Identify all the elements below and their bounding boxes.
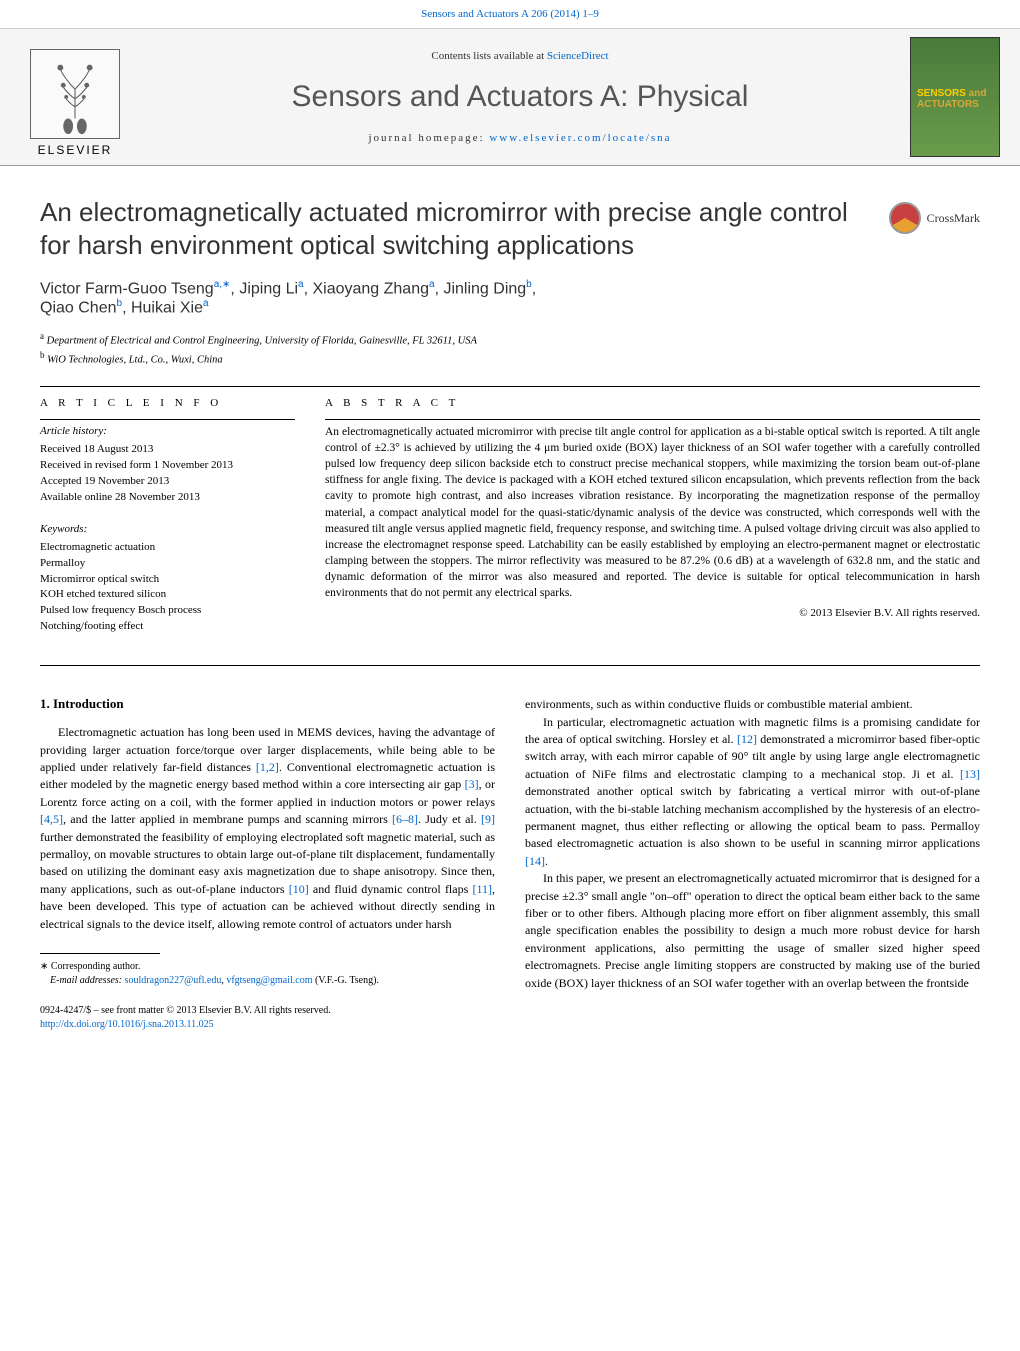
sciencedirect-link[interactable]: ScienceDirect (547, 50, 609, 62)
email-label: E-mail addresses: (50, 975, 125, 986)
crossmark-badge[interactable]: CrossMark (889, 202, 980, 234)
ref-9[interactable]: [9] (481, 812, 495, 826)
info-abstract-row: A R T I C L E I N F O Article history: R… (40, 397, 980, 647)
corr-author-label: ∗ Corresponding author. (40, 960, 495, 974)
keyword-5: Pulsed low frequency Bosch process (40, 603, 295, 619)
contents-line: Contents lists available at ScienceDirec… (130, 50, 910, 62)
doi-link[interactable]: http://dx.doi.org/10.1016/j.sna.2013.11.… (40, 1019, 214, 1030)
col2-body: environments, such as within conductive … (525, 696, 980, 992)
affiliation-b: b WiO Technologies, Ltd., Co., Wuxi, Chi… (40, 349, 980, 368)
ref-14[interactable]: [14] (525, 854, 545, 868)
header-band: ELSEVIER Contents lists available at Sci… (0, 29, 1020, 166)
divider-top (40, 386, 980, 387)
email-after: (V.F.-G. Tseng). (312, 975, 378, 986)
body-columns: 1. Introduction Electromagnetic actuatio… (40, 696, 980, 1032)
author-2: , Jiping Li (230, 280, 298, 297)
article-info: A R T I C L E I N F O Article history: R… (40, 397, 295, 647)
author-4: , Jinling Ding (435, 280, 527, 297)
p1-g: and fluid dynamic control flaps (309, 882, 473, 896)
intro-body: Electromagnetic actuation has long been … (40, 724, 495, 933)
cover-and: and (966, 88, 987, 99)
ref-3[interactable]: [3] (465, 777, 479, 791)
ref-6-8[interactable]: [6–8] (392, 812, 418, 826)
ref-13[interactable]: [13] (960, 767, 980, 781)
author-sep: , (532, 280, 536, 297)
homepage-prefix: journal homepage: (368, 132, 489, 144)
author-6: , Huikai Xie (122, 300, 203, 317)
main-content: An electromagnetically actuated micromir… (0, 166, 1020, 1072)
ref-12[interactable]: [12] (737, 732, 757, 746)
journal-cover-thumbnail: SENSORS and ACTUATORS (910, 37, 1000, 157)
received-date: Received 18 August 2013 (40, 442, 295, 458)
p1-d: , and the latter applied in membrane pum… (63, 812, 392, 826)
homepage-url-link[interactable]: www.elsevier.com/locate/sna (489, 132, 671, 144)
keyword-1: Electromagnetic actuation (40, 540, 295, 556)
email-2[interactable]: vfgtseng@gmail.com (226, 975, 312, 986)
column-right: environments, such as within conductive … (525, 696, 980, 1032)
keywords-block: Keywords: Electromagnetic actuation Perm… (40, 518, 295, 636)
authors: Victor Farm-Guoo Tsenga,∗, Jiping Li a , X… (40, 279, 980, 318)
accepted-date: Accepted 19 November 2013 (40, 474, 295, 490)
journal-title: Sensors and Actuators A: Physical (130, 80, 910, 114)
contents-prefix: Contents lists available at (431, 50, 546, 62)
cover-actuators: ACTUATORS (917, 99, 979, 110)
p2-c: demonstrated another optical switch by f… (525, 784, 980, 850)
col2-p1: environments, such as within conductive … (525, 696, 980, 713)
header-center: Contents lists available at ScienceDirec… (130, 50, 910, 144)
footnote-separator (40, 953, 160, 954)
aff-b-text: WiO Technologies, Ltd., Co., Wuxi, China (47, 354, 223, 365)
title-row: An electromagnetically actuated micromir… (40, 196, 980, 261)
email-line: E-mail addresses: souldragon227@ufl.edu,… (40, 974, 495, 988)
crossmark-icon (889, 202, 921, 234)
journal-issue-link[interactable]: Sensors and Actuators A 206 (2014) 1–9 (0, 0, 1020, 29)
divider-bottom (40, 665, 980, 666)
keyword-4: KOH etched textured silicon (40, 587, 295, 603)
keyword-3: Micromirror optical switch (40, 572, 295, 588)
keyword-6: Notching/footing effect (40, 619, 295, 635)
column-left: 1. Introduction Electromagnetic actuatio… (40, 696, 495, 1032)
author-1: Victor Farm-Guoo Tseng (40, 280, 214, 297)
ref-10[interactable]: [10] (289, 882, 309, 896)
aff-a-text: Department of Electrical and Control Eng… (47, 335, 477, 346)
author-3: , Xiaoyang Zhang (304, 280, 429, 297)
abstract-copyright: © 2013 Elsevier B.V. All rights reserved… (325, 607, 980, 619)
col2-p3: In this paper, we present an electromagn… (525, 870, 980, 992)
ref-1-2[interactable]: [1,2] (256, 760, 279, 774)
keywords-label: Keywords: (40, 522, 295, 538)
intro-heading: 1. Introduction (40, 696, 495, 712)
crossmark-text: CrossMark (927, 211, 980, 226)
history-block: Article history: Received 18 August 2013… (40, 419, 295, 506)
bottom-line: 0924-4247/$ – see front matter © 2013 El… (40, 1004, 495, 1032)
history-label: Article history: (40, 424, 295, 440)
affiliations: a Department of Electrical and Control E… (40, 330, 980, 368)
abstract-heading: A B S T R A C T (325, 397, 980, 409)
author-1-aff: a,∗ (214, 279, 231, 290)
p1-e: . Judy et al. (418, 812, 481, 826)
affiliation-a: a Department of Electrical and Control E… (40, 330, 980, 349)
cover-sensors: SENSORS (917, 88, 966, 99)
keyword-2: Permalloy (40, 556, 295, 572)
revised-date: Received in revised form 1 November 2013 (40, 458, 295, 474)
abstract-column: A B S T R A C T An electromagnetically a… (325, 397, 980, 647)
article-title: An electromagnetically actuated micromir… (40, 196, 869, 261)
ref-4-5[interactable]: [4,5] (40, 812, 63, 826)
author-5: Qiao Chen (40, 300, 117, 317)
email-1[interactable]: souldragon227@ufl.edu (125, 975, 222, 986)
ref-11[interactable]: [11] (472, 882, 492, 896)
abstract-text: An electromagnetically actuated micromir… (325, 419, 980, 601)
intro-p1: Electromagnetic actuation has long been … (40, 724, 495, 933)
p2-d: . (545, 854, 548, 868)
corresponding-footnote: ∗ Corresponding author. E-mail addresses… (40, 960, 495, 988)
homepage-line: journal homepage: www.elsevier.com/locat… (130, 132, 910, 144)
elsevier-tree-icon (30, 49, 120, 139)
online-date: Available online 28 November 2013 (40, 490, 295, 506)
journal-cover-label: SENSORS and ACTUATORS (917, 88, 986, 110)
front-matter: 0924-4247/$ – see front matter © 2013 El… (40, 1004, 495, 1018)
elsevier-text: ELSEVIER (38, 143, 113, 157)
article-info-heading: A R T I C L E I N F O (40, 397, 295, 409)
elsevier-logo: ELSEVIER (20, 37, 130, 157)
col2-p2: In particular, electromagnetic actuation… (525, 714, 980, 871)
author-6-aff: a (203, 298, 209, 309)
